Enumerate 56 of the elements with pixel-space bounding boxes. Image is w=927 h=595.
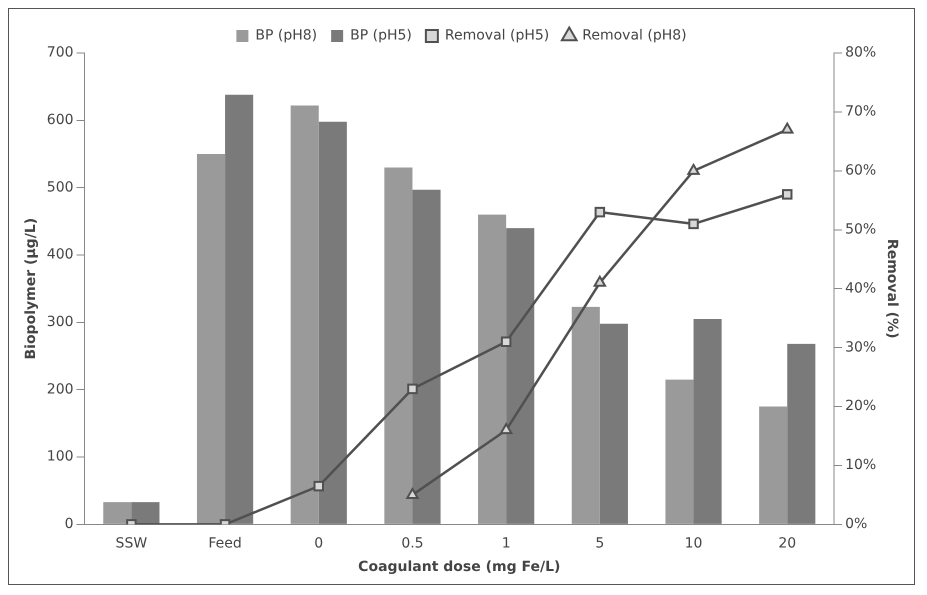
bar	[787, 344, 816, 524]
bar	[694, 319, 722, 524]
y2-tick-label: 50%	[845, 221, 876, 238]
bar	[478, 214, 506, 524]
point	[594, 276, 606, 287]
x-tick-label: Feed	[208, 535, 242, 552]
legend-label: BP (pH5)	[350, 28, 412, 44]
x-tick-label: 20	[778, 535, 796, 552]
legend-label: BP (pH8)	[255, 28, 318, 44]
y-tick-label: 500	[46, 179, 74, 196]
point	[406, 488, 419, 499]
bar	[103, 502, 132, 524]
bar	[225, 94, 254, 524]
x-tick-label: 0.5	[401, 535, 424, 552]
x-tick-label: 0	[314, 535, 324, 552]
point	[500, 423, 512, 434]
y-tick-label: 300	[46, 314, 74, 330]
y2-tick-label: 20%	[845, 398, 876, 414]
point	[688, 218, 699, 230]
y2-tick-label: 0%	[845, 516, 868, 532]
y2-tick-label: 30%	[845, 339, 876, 356]
bar	[506, 228, 534, 524]
y-tick-label: 700	[46, 44, 74, 61]
bar	[318, 122, 347, 524]
point	[500, 336, 512, 347]
bar	[290, 106, 319, 524]
y2-tick-label: 70%	[845, 104, 876, 120]
y2-tick-label: 60%	[845, 162, 876, 178]
y-tick-label: 400	[46, 246, 74, 263]
bar	[196, 154, 226, 524]
x-tick-label: SSW	[116, 535, 148, 552]
bar	[572, 306, 600, 524]
x-axis-title: Coagulant dose (mg Fe/L)	[358, 559, 560, 576]
bar	[600, 324, 628, 524]
legend-label: Removal (pH5)	[444, 28, 550, 44]
y-axis-title: Biopolymer (µg/L)	[23, 218, 40, 360]
bar	[759, 406, 788, 524]
y2-axis-title: Removal (%)	[884, 238, 900, 338]
bar	[665, 380, 694, 524]
y-tick-label: 600	[46, 112, 74, 128]
y2-tick-label: 40%	[845, 280, 876, 296]
legend-label: Removal (pH8)	[582, 28, 687, 44]
y2-tick-label: 80%	[845, 44, 876, 61]
point	[407, 384, 418, 394]
y-tick-label: 100	[46, 448, 74, 465]
bar	[412, 190, 441, 524]
x-tick-label: 10	[684, 535, 702, 552]
y2-tick-label: 10%	[845, 457, 876, 474]
bar	[384, 167, 412, 524]
point	[782, 189, 792, 200]
y-tick-label: 0	[64, 516, 74, 532]
x-tick-label: 5	[595, 535, 604, 552]
y-tick-label: 200	[46, 381, 74, 398]
point	[594, 206, 606, 218]
x-tick-label: 1	[502, 535, 511, 552]
bar	[131, 502, 160, 524]
